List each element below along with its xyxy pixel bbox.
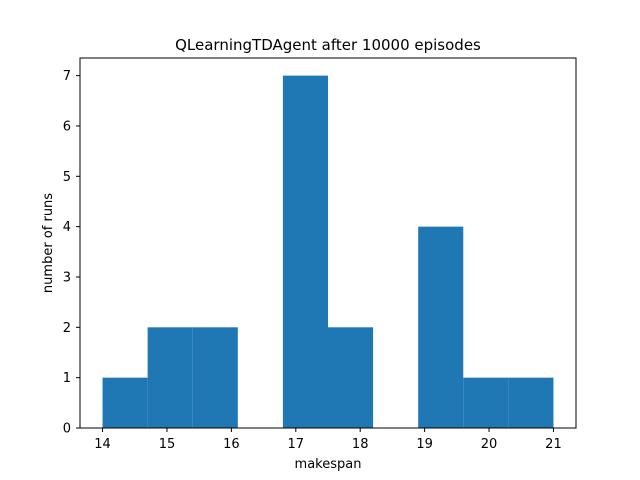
y-axis-label: number of runs	[41, 193, 56, 293]
y-tick-label: 5	[63, 170, 71, 185]
histogram-bar	[418, 226, 464, 428]
histogram-bar	[102, 377, 148, 428]
x-tick-label: 20	[481, 437, 498, 452]
x-tick-label: 21	[545, 437, 562, 452]
y-tick-label: 0	[63, 422, 71, 437]
y-tick-label: 4	[63, 220, 71, 235]
x-tick-label: 16	[223, 437, 240, 452]
y-tick-label: 3	[63, 270, 71, 285]
histogram-bar	[147, 327, 193, 428]
y-axis: 0 1 2 3 4 5 6 7	[63, 69, 80, 437]
x-axis-label: makespan	[295, 457, 362, 472]
y-tick-label: 2	[63, 321, 71, 336]
histogram-bar	[192, 327, 238, 428]
x-axis: 14 15 16 17 18 19 20 21	[94, 428, 562, 452]
bars-group	[102, 75, 554, 428]
x-tick-label: 17	[288, 437, 305, 452]
chart-title: QLearningTDAgent after 10000 episodes	[175, 36, 481, 54]
histogram-bar	[328, 327, 374, 428]
x-tick-label: 15	[159, 437, 176, 452]
histogram-bar	[463, 377, 509, 428]
y-tick-label: 1	[63, 371, 71, 386]
histogram-bar	[508, 377, 554, 428]
plot-frame	[79, 57, 577, 429]
y-tick-label: 6	[63, 119, 71, 134]
x-tick-label: 19	[416, 437, 433, 452]
x-tick-label: 14	[94, 437, 111, 452]
histogram-bar	[282, 75, 328, 428]
y-tick-label: 7	[63, 69, 71, 84]
x-tick-label: 18	[352, 437, 369, 452]
